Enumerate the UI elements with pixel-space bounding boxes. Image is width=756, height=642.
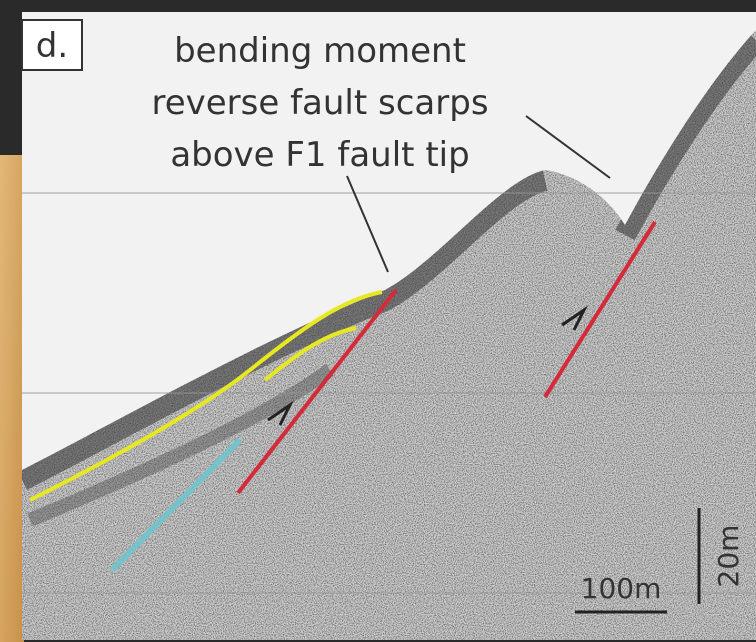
yellow-horizon bbox=[263, 326, 357, 382]
pointer-line bbox=[525, 115, 611, 179]
slip-arrow bbox=[561, 305, 588, 331]
panel-label: d. bbox=[36, 26, 68, 66]
seafloor-reflector bbox=[22, 32, 756, 490]
scale-label: 100m bbox=[581, 572, 662, 605]
pointer-line bbox=[346, 175, 389, 273]
slip-arrow bbox=[267, 400, 294, 426]
panel-label-box bbox=[21, 19, 83, 71]
fault bbox=[543, 220, 657, 399]
reflector bbox=[27, 364, 335, 527]
annotation-line: bending moment bbox=[174, 31, 466, 71]
fault-f1 bbox=[236, 288, 398, 495]
background-strip bbox=[0, 155, 24, 642]
cyan-horizon bbox=[109, 437, 243, 573]
annotation-line: above F1 fault tip bbox=[170, 135, 469, 175]
yellow-horizon bbox=[29, 290, 383, 502]
depth-lines bbox=[22, 192, 756, 594]
annotation-line: reverse fault scarps bbox=[151, 83, 488, 123]
scale-label: 20m bbox=[712, 525, 745, 588]
